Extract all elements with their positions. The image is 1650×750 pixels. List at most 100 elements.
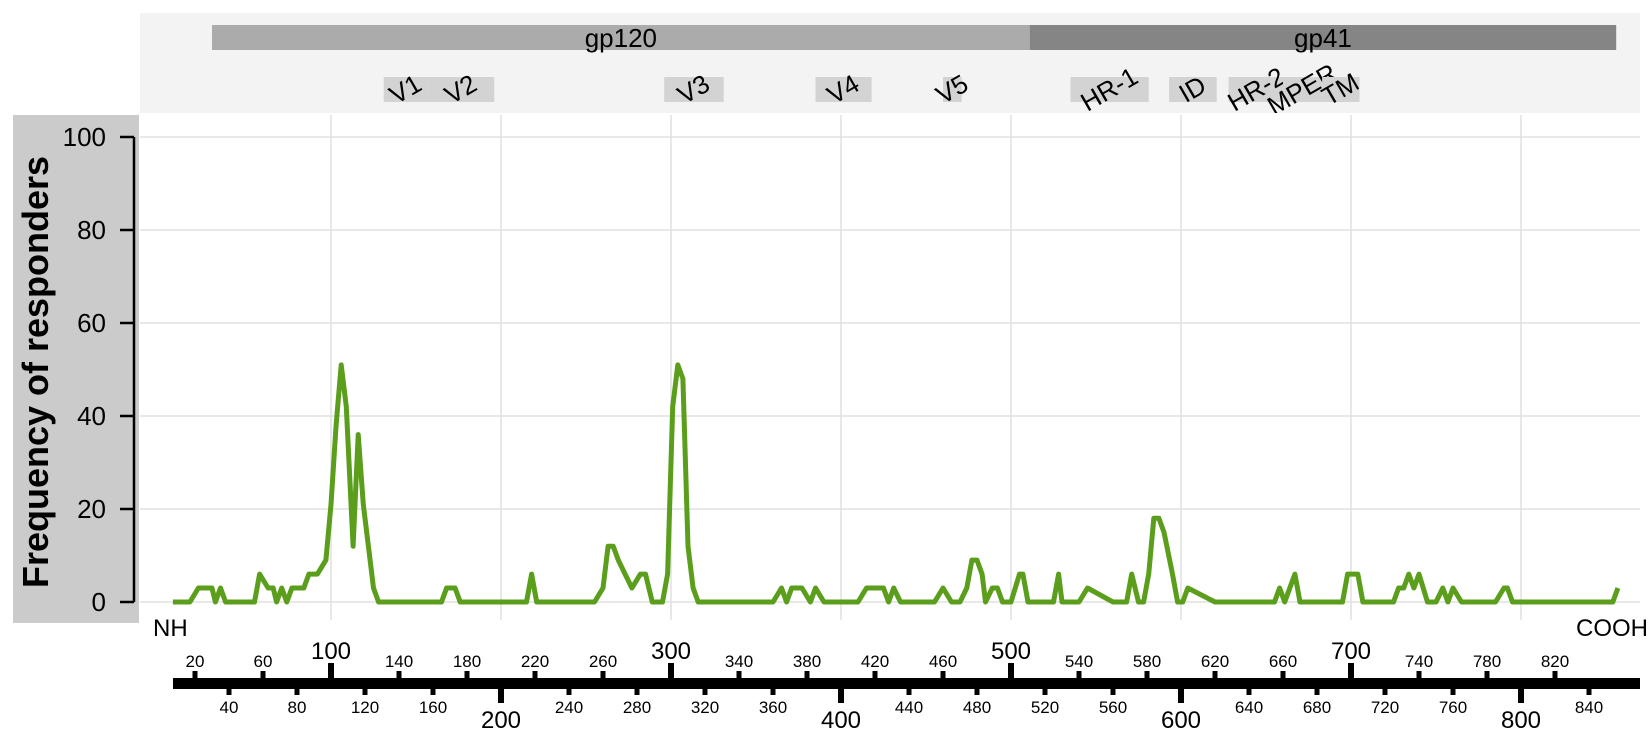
- ruler-minor-tick-520: [1042, 683, 1048, 695]
- ruler-minor-tick-420: [872, 671, 878, 683]
- ruler-minor-tick-140: [396, 671, 402, 683]
- subregion-V2: [427, 77, 495, 102]
- ruler-minor-tick-80: [294, 683, 300, 695]
- ruler-major-tick-800: [1518, 683, 1524, 703]
- ruler-minor-label-80: 80: [288, 698, 307, 717]
- ruler-major-label-500: 500: [991, 638, 1031, 665]
- region-label-gp120: gp120: [585, 23, 657, 53]
- subregion-TM: [1322, 77, 1360, 102]
- ruler-minor-tick-740: [1416, 671, 1422, 683]
- y-tick-label-20: 20: [77, 494, 106, 524]
- left-end-label: NH: [153, 615, 188, 642]
- ruler-minor-label-620: 620: [1201, 652, 1229, 671]
- ruler-minor-tick-480: [974, 683, 980, 695]
- ruler-minor-tick-180: [464, 671, 470, 683]
- position-ruler: 100 300 500 700 200 400 600 800 20 60 140 180 220 260…: [173, 638, 1640, 734]
- ruler-minor-label-320: 320: [691, 698, 719, 717]
- y-axis: 0 20 40 60 80 100: [63, 122, 136, 617]
- ylabel-background: [13, 115, 139, 623]
- ruler-minor-tick-460: [940, 671, 946, 683]
- ruler-major-label-400: 400: [821, 707, 861, 734]
- region-gp41: [1029, 25, 1617, 50]
- ruler-minor-tick-280: [634, 683, 640, 695]
- ruler-minor-label-440: 440: [895, 698, 923, 717]
- ruler-major-label-800: 800: [1501, 707, 1541, 734]
- subregion-ID: [1169, 77, 1217, 102]
- right-end-label: COOH: [1576, 615, 1648, 642]
- y-tick-label-0: 0: [92, 587, 106, 617]
- subregion-V5: [943, 77, 962, 102]
- ruler-major-tick-500: [1008, 663, 1014, 683]
- ruler-major-tick-200: [498, 683, 504, 703]
- ruler-minor-label-520: 520: [1031, 698, 1059, 717]
- ruler-minor-label-680: 680: [1303, 698, 1331, 717]
- grid: [140, 115, 1640, 620]
- ruler-major-label-300: 300: [651, 638, 691, 665]
- ruler-minor-tick-320: [702, 683, 708, 695]
- ruler-minor-tick-60: [260, 671, 266, 683]
- ruler-major-tick-300: [668, 663, 674, 683]
- ruler-minor-tick-660: [1280, 671, 1286, 683]
- ruler-minor-tick-160: [430, 683, 436, 695]
- ruler-minor-label-480: 480: [963, 698, 991, 717]
- ruler-minor-tick-380: [804, 671, 810, 683]
- ruler-minor-tick-720: [1382, 683, 1388, 695]
- subregion-V4: [815, 77, 872, 102]
- ruler-minor-label-340: 340: [725, 652, 753, 671]
- subregion-HR-2: [1228, 77, 1285, 102]
- ruler-major-label-200: 200: [481, 707, 521, 734]
- ruler-minor-label-60: 60: [254, 652, 273, 671]
- ruler-minor-tick-680: [1314, 683, 1320, 695]
- series-layer: [172, 362, 1621, 605]
- ruler-minor-label-280: 280: [623, 698, 651, 717]
- y-tick-label-40: 40: [77, 401, 106, 431]
- ruler-minor-tick-20: [192, 671, 198, 683]
- ruler-minor-tick-820: [1552, 671, 1558, 683]
- ruler-minor-label-260: 260: [589, 652, 617, 671]
- ruler-minor-label-360: 360: [759, 698, 787, 717]
- ruler-minor-tick-540: [1076, 671, 1082, 683]
- ruler-minor-label-460: 460: [929, 652, 957, 671]
- region-gp120: [212, 25, 1030, 50]
- ruler-minor-label-20: 20: [186, 652, 205, 671]
- ruler-major-label-100: 100: [311, 638, 351, 665]
- ruler-minor-label-220: 220: [521, 652, 549, 671]
- ruler-minor-label-640: 640: [1235, 698, 1263, 717]
- ruler-minor-label-120: 120: [351, 698, 379, 717]
- ruler-minor-label-780: 780: [1473, 652, 1501, 671]
- ruler-minor-tick-340: [736, 671, 742, 683]
- ruler-minor-tick-640: [1246, 683, 1252, 695]
- subregion-V3: [664, 77, 724, 102]
- ruler-minor-tick-240: [566, 683, 572, 695]
- ruler-minor-tick-760: [1450, 683, 1456, 695]
- ruler-minor-tick-260: [600, 671, 606, 683]
- ruler-major-tick-600: [1178, 683, 1184, 703]
- ruler-minor-tick-360: [770, 683, 776, 695]
- ruler-minor-tick-580: [1144, 671, 1150, 683]
- y-axis-label: Frequency of responders: [15, 156, 56, 588]
- series-line-0: [172, 362, 1621, 605]
- subregion-clip: [140, 113, 1640, 116]
- y-tick-label-60: 60: [77, 308, 106, 338]
- ruler-major-label-600: 600: [1161, 707, 1201, 734]
- ruler-minor-label-540: 540: [1065, 652, 1093, 671]
- subregion-V1: [383, 77, 428, 102]
- ruler-minor-label-40: 40: [220, 698, 239, 717]
- ruler-minor-tick-220: [532, 671, 538, 683]
- ruler-major-tick-100: [328, 663, 334, 683]
- ruler-major-tick-700: [1348, 663, 1354, 683]
- ruler-minor-tick-40: [226, 683, 232, 695]
- ruler-minor-label-840: 840: [1575, 698, 1603, 717]
- ruler-minor-label-380: 380: [793, 652, 821, 671]
- ruler-minor-label-760: 760: [1439, 698, 1467, 717]
- ruler-minor-label-420: 420: [861, 652, 889, 671]
- ruler-minor-tick-840: [1586, 683, 1592, 695]
- y-tick-label-100: 100: [63, 122, 106, 152]
- ruler-minor-label-560: 560: [1099, 698, 1127, 717]
- region-label-gp41: gp41: [1294, 23, 1352, 53]
- ruler-minor-tick-120: [362, 683, 368, 695]
- ruler-minor-label-660: 660: [1269, 652, 1297, 671]
- ruler-major-label-700: 700: [1331, 638, 1371, 665]
- ruler-major-tick-400: [838, 683, 844, 703]
